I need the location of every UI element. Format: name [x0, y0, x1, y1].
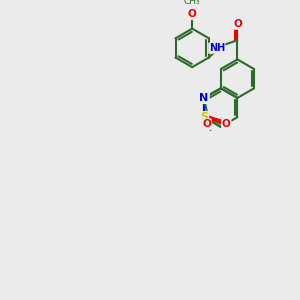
Text: O: O: [202, 119, 211, 129]
Text: O: O: [233, 19, 242, 29]
Text: S: S: [200, 112, 208, 122]
Text: CH₃: CH₃: [184, 0, 200, 6]
Text: N: N: [200, 93, 209, 103]
Text: O: O: [188, 9, 197, 19]
Text: O: O: [222, 119, 231, 129]
Text: NH: NH: [209, 43, 225, 53]
